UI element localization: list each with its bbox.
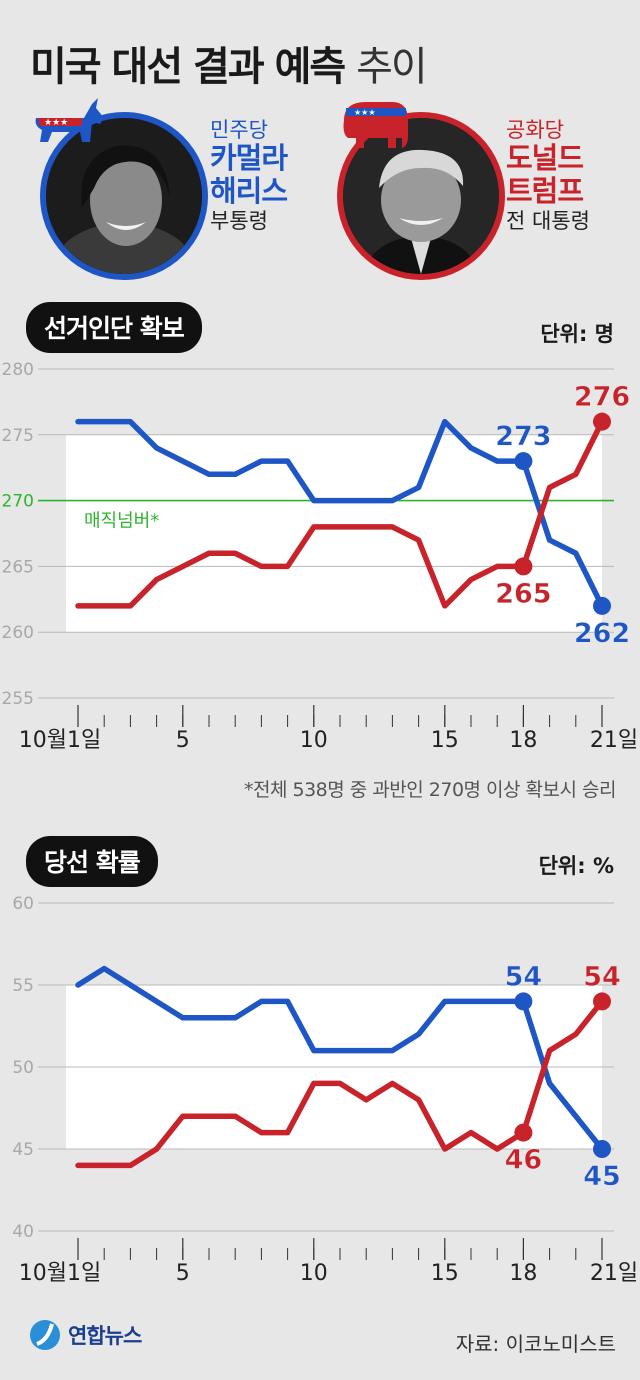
- yonhap-logo: 연합뉴스: [28, 1318, 142, 1352]
- title-bold: 미국 대선 결과 예측: [30, 44, 346, 90]
- data-point: [514, 1123, 533, 1142]
- x-tick-label: 18: [509, 1261, 537, 1286]
- y-tick-label: 275: [2, 426, 34, 446]
- donkey-icon: ★★★: [30, 96, 110, 160]
- data-point: [593, 412, 611, 431]
- data-label: 276: [574, 382, 630, 413]
- x-tick-label: 10월1일: [19, 728, 101, 753]
- dem-name-line1: 카멀라: [210, 141, 288, 176]
- section2-title: 당선 확률: [26, 836, 158, 887]
- x-tick-label: 5: [176, 728, 190, 753]
- x-tick-label: 5: [176, 1261, 190, 1286]
- rep-name-line1: 도널드: [506, 141, 584, 176]
- y-tick-label: 270: [2, 492, 34, 512]
- y-tick-label: 255: [2, 689, 34, 709]
- source: 자료: 이코노미스트: [455, 1332, 616, 1356]
- data-point: [514, 557, 533, 576]
- data-label: 262: [574, 618, 630, 649]
- data-point: [593, 596, 611, 615]
- section1-title: 선거인단 확보: [26, 302, 202, 353]
- data-point: [514, 452, 533, 471]
- y-tick-label: 45: [12, 1140, 34, 1160]
- svg-text:★★★: ★★★: [44, 118, 68, 128]
- dem-name-line2: 해리스: [210, 174, 288, 209]
- dem-party: 민주당: [210, 118, 268, 142]
- section2-unit: 단위: %: [538, 854, 614, 878]
- elephant-icon: ★★★: [336, 96, 414, 160]
- data-label: 46: [505, 1145, 543, 1176]
- x-tick-label: 15: [431, 728, 459, 753]
- series-line: [75, 998, 605, 1169]
- svg-text:★★★: ★★★: [354, 108, 376, 117]
- trump-photo: [337, 112, 505, 280]
- title-light: 추이: [356, 44, 428, 90]
- page-title: 미국 대선 결과 예측 추이: [30, 34, 428, 92]
- data-label: 54: [505, 961, 543, 992]
- data-label: 265: [495, 578, 551, 609]
- data-point: [593, 992, 611, 1011]
- x-tick-label: 10: [300, 728, 328, 753]
- x-tick-label: 10: [300, 1261, 328, 1286]
- magic-number-label: 매직넘버*: [84, 511, 159, 532]
- harris-photo: [40, 112, 208, 280]
- x-tick-label: 15: [431, 1261, 459, 1286]
- y-tick-label: 260: [2, 623, 34, 643]
- x-tick-label: 21일: [590, 1261, 638, 1286]
- dem-role: 부통령: [210, 208, 268, 233]
- x-tick-label: 10월1일: [19, 1261, 101, 1286]
- rep-role: 전 대통령: [506, 208, 590, 233]
- yonhap-logo-icon: [30, 1320, 60, 1350]
- y-tick-label: 280: [2, 360, 34, 380]
- win-probability-chart: 40 45 50 55 60 10월1일 5 10 15 18 21일 54 45 46 54: [12, 894, 638, 1286]
- y-tick-label: 55: [12, 976, 34, 996]
- dem-candidate: 민주당 카멀라 해리스 부통령: [210, 118, 288, 233]
- data-label: 54: [583, 961, 621, 992]
- section1-unit: 단위: 명: [540, 322, 614, 346]
- data-point: [593, 1140, 611, 1158]
- data-point: [514, 992, 533, 1011]
- electoral-votes-chart: 255 260 265 270 275 280 매직넘버* 10월1일 5 10 15 18 21일 27…: [2, 360, 639, 753]
- footnote: *전체 538명 중 과반인 270명 이상 확보시 승리: [243, 779, 617, 801]
- data-label: 273: [495, 421, 551, 452]
- y-tick-label: 265: [2, 557, 34, 577]
- rep-name-line2: 트럼프: [506, 174, 584, 209]
- x-tick-label: 21일: [590, 728, 638, 753]
- x-tick-label: 18: [509, 728, 537, 753]
- logo-text: 연합뉴스: [68, 1324, 142, 1348]
- y-tick-label: 40: [12, 1222, 34, 1242]
- rep-party: 공화당: [506, 118, 564, 142]
- plot-band: [66, 434, 602, 633]
- y-tick-label: 60: [12, 894, 34, 914]
- rep-candidate: 공화당 도널드 트럼프 전 대통령: [506, 118, 590, 233]
- y-tick-label: 50: [12, 1058, 34, 1078]
- data-label: 45: [583, 1161, 621, 1192]
